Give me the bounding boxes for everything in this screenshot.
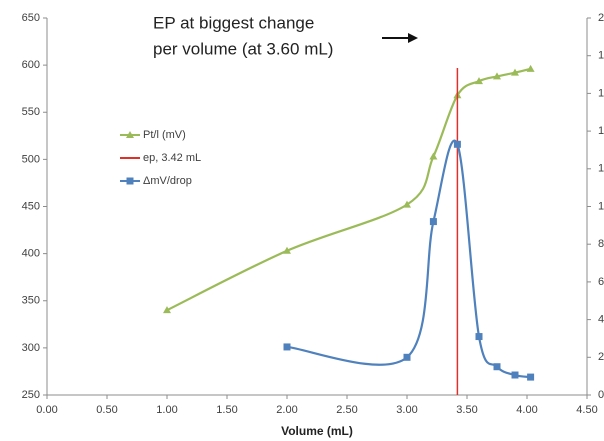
- y-tick-label: 450: [22, 200, 40, 212]
- annotation: EP at biggest change: [153, 13, 314, 32]
- point: [511, 371, 519, 379]
- y-tick-label: 350: [22, 295, 40, 307]
- point: [163, 306, 171, 314]
- legend-label: ep, 3.42 mL: [143, 152, 201, 164]
- y2-tick-label: 20: [598, 351, 604, 363]
- point: [493, 363, 501, 371]
- x-tick-label: 0.00: [36, 404, 57, 416]
- y2-tick-label: 40: [598, 314, 604, 326]
- x-tick-label: 2.00: [276, 404, 297, 416]
- point: [283, 343, 291, 351]
- y2-tick-label: 100: [598, 200, 604, 212]
- annotation: per volume (at 3.60 mL): [153, 39, 333, 58]
- y2-tick-label: 200: [598, 12, 604, 24]
- point: [453, 140, 461, 148]
- point: [429, 218, 437, 226]
- x-axis-label: Volume (mL): [281, 424, 353, 438]
- point: [493, 72, 501, 80]
- series-line: [286, 139, 531, 379]
- legend-label: ΔmV/drop: [143, 175, 192, 187]
- point: [475, 77, 483, 85]
- point: [403, 200, 411, 208]
- x-tick-label: 1.50: [216, 404, 237, 416]
- point: [526, 64, 535, 72]
- y-tick-label: 300: [22, 342, 40, 354]
- y2-tick-label: 80: [598, 238, 604, 250]
- y-tick-label: 650: [22, 12, 40, 24]
- y2-tick-label: 60: [598, 276, 604, 288]
- y2-tick-label: 140: [598, 125, 604, 137]
- point: [511, 68, 519, 76]
- y2-tick-label: 120: [598, 163, 604, 175]
- point: [429, 152, 438, 160]
- x-tick-label: 4.00: [516, 404, 537, 416]
- point: [283, 246, 291, 254]
- point: [403, 353, 411, 361]
- x-tick-label: 3.00: [396, 404, 417, 416]
- y2-tick-label: 0: [598, 389, 604, 401]
- x-tick-label: 1.00: [156, 404, 177, 416]
- x-tick-label: 2.50: [336, 404, 357, 416]
- y-tick-label: 600: [22, 59, 40, 71]
- point: [475, 333, 483, 341]
- y-tick-label: 400: [22, 248, 40, 260]
- y2-tick-label: 180: [598, 50, 604, 62]
- annotation-arrow-head: [408, 33, 418, 43]
- y2-tick-label: 160: [598, 87, 604, 99]
- y-tick-label: 550: [22, 106, 40, 118]
- legend-marker: [126, 131, 134, 138]
- legend-marker: [126, 177, 134, 185]
- point: [527, 373, 535, 381]
- legend-label: Pt/l (mV): [143, 129, 186, 141]
- y-tick-label: 500: [22, 153, 40, 165]
- x-tick-label: 0.50: [96, 404, 117, 416]
- y-tick-label: 250: [22, 389, 40, 401]
- series-line: [166, 67, 531, 312]
- x-tick-label: 4.50: [576, 404, 597, 416]
- x-tick-label: 3.50: [456, 404, 477, 416]
